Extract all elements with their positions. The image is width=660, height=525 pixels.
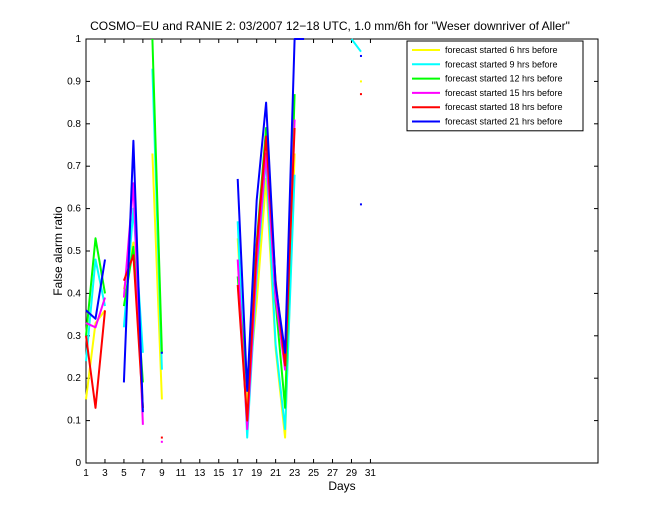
legend-label: forecast started 21 hrs before — [445, 117, 563, 127]
x-tick-label: 7 — [140, 468, 146, 479]
y-tick-label: 0.6 — [67, 204, 81, 215]
series-point — [160, 436, 163, 439]
x-tick-label: 3 — [102, 468, 108, 479]
y-tick-label: 1 — [75, 34, 81, 45]
series-6 — [85, 38, 362, 413]
x-tick-label: 23 — [289, 468, 301, 479]
legend-label: forecast started 15 hrs before — [445, 88, 563, 98]
y-tick-label: 0.5 — [67, 246, 81, 257]
legend-label: forecast started 12 hrs before — [445, 74, 563, 84]
x-tick-label: 21 — [270, 468, 282, 479]
x-axis-label: Days — [328, 479, 355, 493]
x-tick-label: 29 — [346, 468, 358, 479]
y-axis: 0 0.1 0.2 0.3 0.4 0.5 0.6 0.7 0.8 0.9 1 — [67, 34, 598, 469]
x-tick-label: 19 — [251, 468, 263, 479]
series-line — [85, 310, 106, 409]
series-5 — [85, 93, 362, 439]
series-point — [359, 93, 362, 96]
chart-title: COSMO−EU and RANIE 2: 03/2007 12−18 UTC,… — [90, 19, 570, 33]
x-tick-label: 13 — [194, 468, 206, 479]
legend-label: forecast started 18 hrs before — [445, 102, 563, 112]
series-point — [160, 351, 163, 354]
y-tick-label: 0.3 — [67, 331, 81, 342]
y-tick-label: 0.1 — [67, 416, 81, 427]
x-axis: 1 3 5 7 9 11 13 15 17 19 21 23 25 27 29 31 — [83, 39, 376, 479]
series-line — [85, 258, 106, 362]
series-point — [359, 80, 362, 83]
y-tick-label: 0.2 — [67, 373, 81, 384]
x-tick-label: 31 — [365, 468, 377, 479]
x-tick-label: 1 — [83, 468, 89, 479]
x-tick-label: 25 — [308, 468, 320, 479]
series-line — [236, 119, 296, 431]
legend-box — [406, 40, 584, 132]
series-point — [359, 54, 362, 57]
series-line — [151, 38, 163, 353]
y-tick-label: 0.4 — [67, 288, 81, 299]
series-line — [236, 127, 296, 422]
x-tick-label: 27 — [327, 468, 339, 479]
y-tick-label: 0.7 — [67, 161, 81, 172]
series-layer — [85, 38, 362, 443]
y-tick-label: 0.9 — [67, 76, 81, 87]
x-tick-label: 15 — [213, 468, 225, 479]
legend: forecast started 6 hrs before forecast st… — [406, 40, 584, 132]
series-point — [160, 440, 163, 443]
series-line — [85, 259, 106, 320]
y-tick-label: 0 — [75, 458, 81, 469]
y-axis-label: False alarm ratio — [51, 206, 65, 296]
y-tick-label: 0.8 — [67, 119, 81, 130]
series-line — [122, 254, 144, 408]
series-line — [122, 139, 144, 413]
series-line — [151, 153, 163, 400]
series-line — [85, 297, 106, 329]
series-point — [359, 203, 362, 206]
legend-label: forecast started 6 hrs before — [445, 45, 558, 55]
series-line — [85, 309, 106, 400]
legend-label: forecast started 9 hrs before — [445, 59, 558, 69]
x-tick-label: 17 — [232, 468, 244, 479]
x-tick-label: 11 — [176, 468, 187, 479]
x-tick-label: 9 — [159, 468, 165, 479]
series-line — [236, 38, 305, 392]
x-tick-label: 5 — [121, 468, 127, 479]
series-line — [350, 38, 362, 53]
